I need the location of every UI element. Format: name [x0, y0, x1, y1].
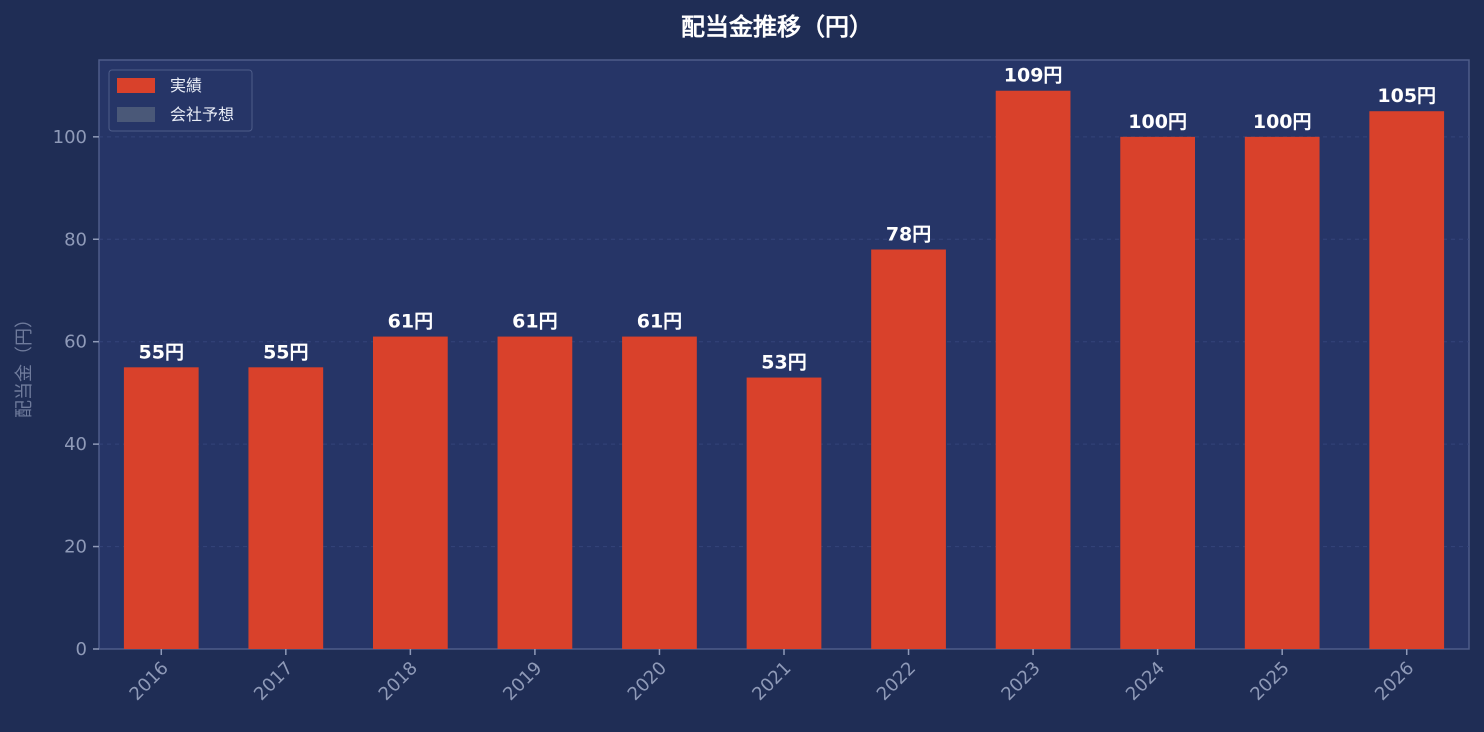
x-tick-label: 2019: [499, 658, 546, 705]
legend-label: 会社予想: [170, 105, 234, 124]
x-tick-label: 2017: [250, 658, 297, 705]
x-tick-label: 2016: [126, 658, 173, 705]
bar-2025: [1244, 136, 1320, 650]
legend-swatch: [117, 78, 155, 93]
bar-2024: [1120, 136, 1195, 650]
bar-value-label: 55円: [263, 341, 308, 363]
bar-value-label: 61円: [388, 311, 433, 333]
bar-2022: [871, 249, 946, 650]
bar-2016: [123, 367, 199, 649]
bar-2017: [248, 367, 324, 649]
bar-2020: [622, 336, 697, 649]
bar-2026: [1369, 111, 1445, 649]
bar-value-labels: 55円 55円 61円 61円 61円 53円 78円 109円 100円 100円 105円: [139, 65, 1437, 374]
y-axis-label: 配当金（円）: [14, 310, 35, 418]
bars: [123, 90, 1445, 650]
bar-value-label: 105円: [1377, 85, 1436, 107]
legend-label: 実績: [170, 76, 202, 95]
x-tick-label: 2024: [1122, 658, 1169, 705]
bar-value-label: 100円: [1253, 111, 1312, 133]
bar-2019: [497, 336, 573, 649]
x-tick-label: 2022: [873, 658, 920, 705]
bar-value-label: 61円: [637, 311, 682, 333]
x-tick-label: 2021: [748, 658, 795, 705]
legend-swatch: [117, 107, 155, 122]
bar-2023: [995, 90, 1071, 649]
bar-2021: [746, 377, 822, 649]
bar-2018: [373, 336, 448, 649]
chart-title: 配当金推移（円）: [681, 13, 873, 41]
bar-value-label: 55円: [139, 341, 184, 363]
bar-value-label: 109円: [1004, 65, 1063, 87]
x-tick-label: 2018: [375, 658, 422, 705]
x-tick-label: 2025: [1246, 658, 1293, 705]
y-tick-label: 40: [64, 434, 87, 455]
y-tick-label: 20: [64, 537, 87, 558]
bar-value-label: 100円: [1128, 111, 1187, 133]
y-tick-label: 60: [64, 332, 87, 353]
y-tick-label: 100: [53, 127, 87, 148]
x-tick-label: 2023: [997, 658, 1044, 705]
bar-value-label: 53円: [761, 352, 806, 374]
y-tick-label: 80: [64, 229, 87, 250]
x-tick-label: 2026: [1371, 658, 1418, 705]
bar-value-label: 61円: [512, 311, 557, 333]
x-tick-label: 2020: [624, 658, 671, 705]
bar-value-label: 78円: [886, 224, 931, 246]
y-tick-label: 0: [76, 639, 87, 660]
